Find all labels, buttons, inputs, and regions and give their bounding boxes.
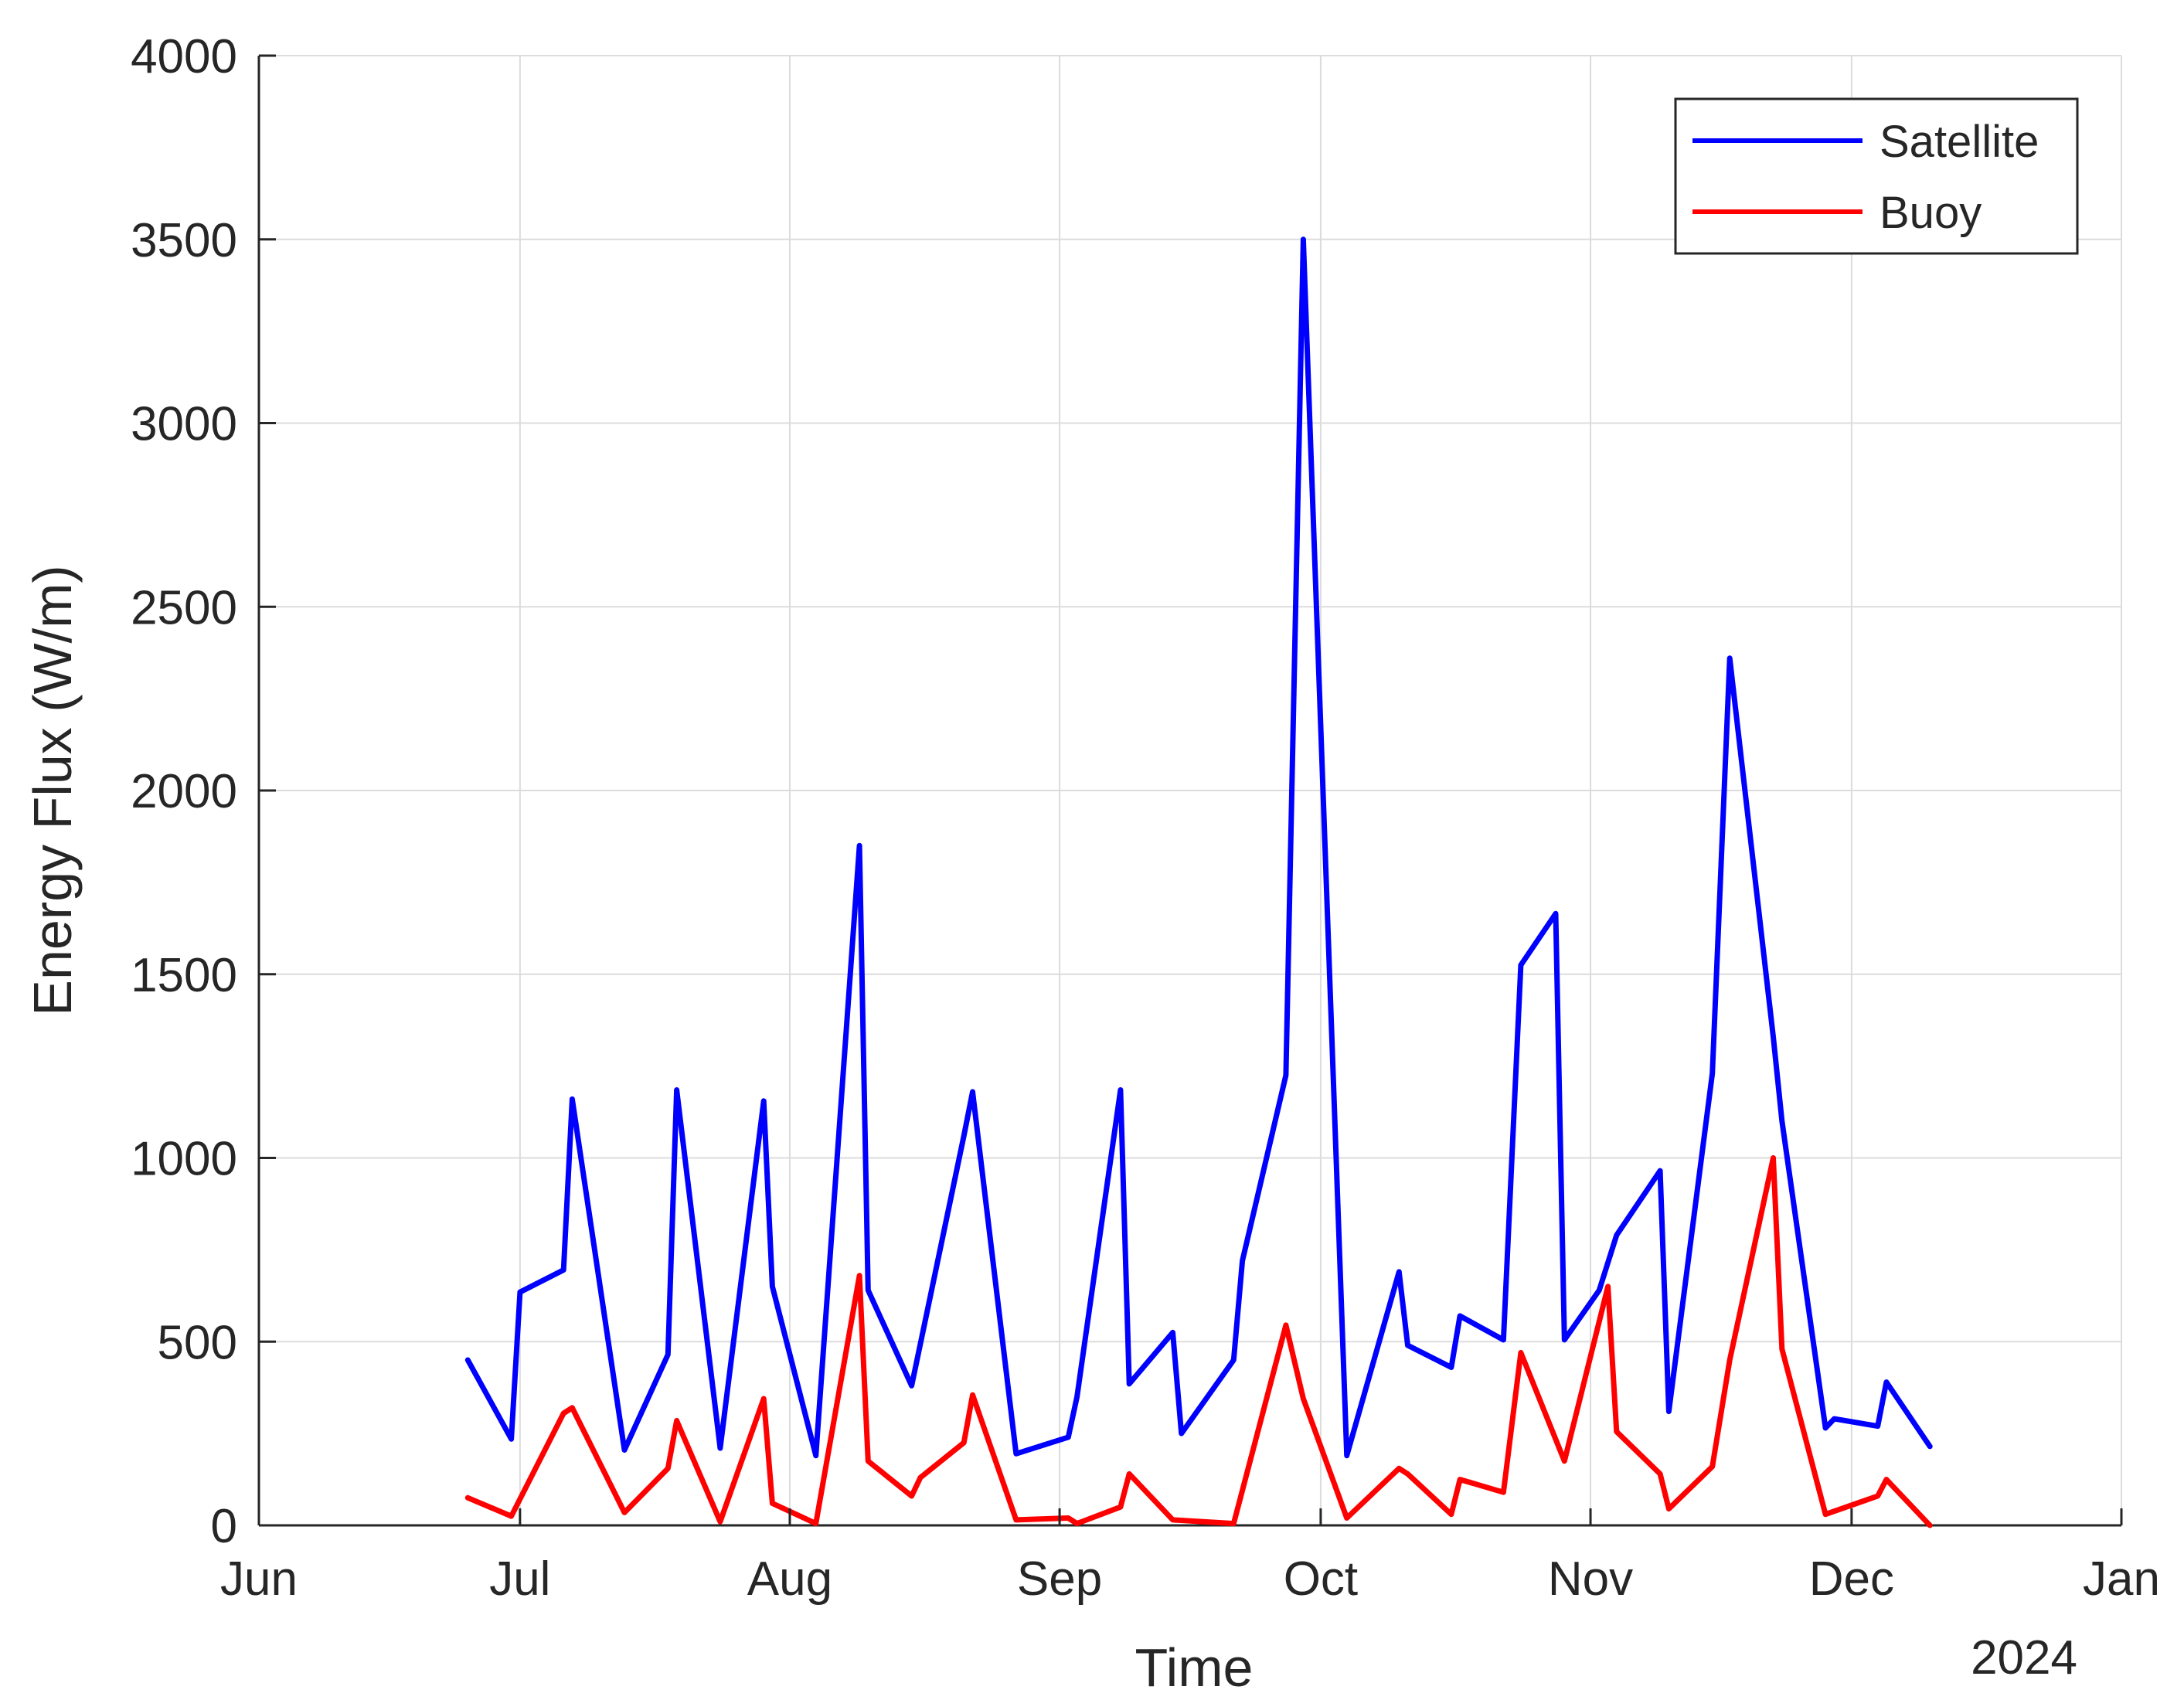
y-tick-label: 2000 (131, 765, 237, 818)
y-tick-label: 0 (211, 1500, 237, 1553)
x-tick-label: Oct (1284, 1552, 1358, 1606)
x-axis-year-label: 2024 (1971, 1631, 2077, 1685)
legend: Satellite Buoy (1674, 97, 2079, 255)
y-tick-label: 1000 (131, 1133, 237, 1186)
series-line-buoy (464, 1155, 1933, 1528)
y-tick-label: 500 (158, 1316, 237, 1369)
y-axis-label: Energy Flux (W/m) (22, 565, 83, 1015)
x-tick-label: Nov (1548, 1552, 1633, 1606)
axis-ticks: Jun Jul Aug Sep Oct Nov Dec Jan 0 500 1000 1500 2000… (131, 30, 2160, 1606)
x-tick-label: Jul (489, 1552, 550, 1606)
y-tick-label: 4000 (131, 30, 237, 83)
y-tick-label: 2500 (131, 581, 237, 634)
y-tick-label: 3000 (131, 398, 237, 451)
series-line-satellite (464, 236, 1933, 1459)
series-lines (464, 236, 1933, 1528)
legend-label-satellite: Satellite (1880, 117, 2039, 167)
x-tick-label: Jan (2083, 1552, 2160, 1606)
y-tick-label: 1500 (131, 949, 237, 1002)
legend-box (1674, 97, 2079, 255)
x-axis-label: Time (1135, 1637, 1254, 1698)
x-tick-label: Dec (1809, 1552, 1894, 1606)
x-tick-label: Jun (220, 1552, 298, 1606)
x-tick-label: Aug (747, 1552, 832, 1606)
y-tick-label: 3500 (131, 214, 237, 267)
legend-label-buoy: Buoy (1880, 188, 1982, 238)
x-tick-label: Sep (1017, 1552, 1102, 1606)
